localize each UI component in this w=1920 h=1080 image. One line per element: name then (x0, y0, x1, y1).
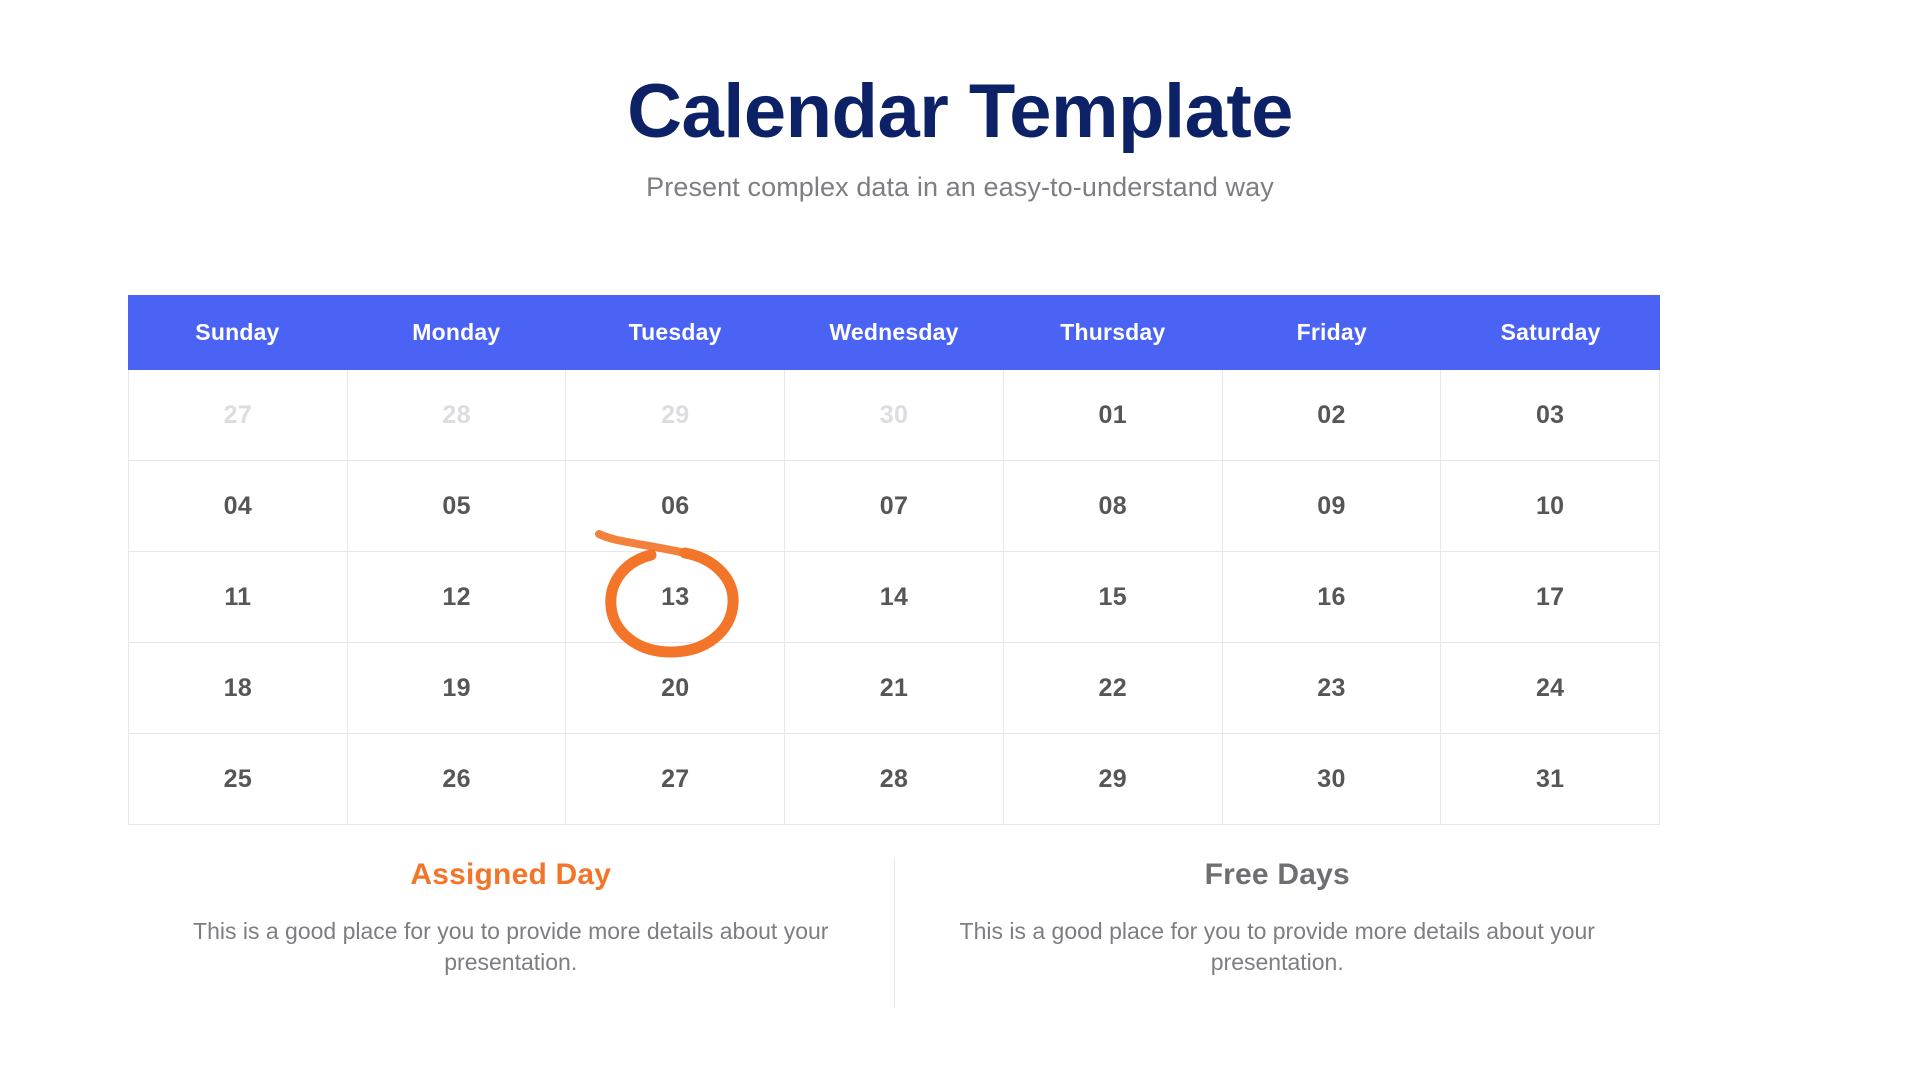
calendar-day-cell[interactable]: 21 (785, 643, 1004, 734)
calendar-week-row: 27 28 29 30 01 02 03 (129, 370, 1661, 461)
legend-divider (893, 858, 895, 1008)
calendar-day-number: 18 (223, 673, 253, 702)
calendar-day-number: 08 (1098, 491, 1127, 520)
weekday-header-sunday: Sunday (195, 319, 280, 345)
weekday-header-wednesday: Wednesday (829, 319, 959, 345)
page-subtitle: Present complex data in an easy-to-under… (646, 171, 1274, 202)
calendar-day-number: 06 (661, 491, 690, 520)
legend-item-text: This is a good place for you to provide … (959, 918, 1595, 976)
calendar-day-number: 28 (879, 764, 909, 793)
slide-header: Calendar Template Present complex data i… (0, 72, 1920, 203)
calendar-day-number: 14 (879, 582, 909, 611)
calendar-week-row: 18 19 20 21 22 23 24 (129, 643, 1661, 734)
calendar-body: 27 28 29 30 01 02 03 04 05 06 07 08 09 10 11 12 13 14 15 16… (128, 370, 1661, 825)
calendar-day-cell[interactable]: 24 (1441, 643, 1661, 734)
calendar-day-cell[interactable]: 08 (1003, 461, 1223, 552)
calendar-day-number: 17 (1535, 582, 1565, 611)
weekday-header-friday: Friday (1296, 319, 1367, 345)
calendar-day-number: 04 (223, 491, 253, 520)
calendar-day-cell[interactable]: 02 (1222, 370, 1442, 461)
calendar-day-number: 24 (1535, 673, 1565, 702)
calendar-day-number: 22 (1098, 673, 1127, 702)
calendar-day-number: 30 (879, 400, 909, 429)
calendar-day-cell[interactable]: 12 (347, 552, 567, 643)
calendar-day-cell[interactable]: 18 (129, 643, 348, 734)
calendar-day-cell[interactable]: 25 (129, 734, 348, 825)
calendar-day-number: 16 (1317, 582, 1346, 611)
weekday-header-saturday: Saturday (1500, 319, 1601, 345)
calendar-day-cell[interactable]: 05 (347, 461, 567, 552)
calendar-day-number: 20 (661, 673, 690, 702)
calendar-day-number: 12 (442, 582, 471, 611)
calendar-day-number: 13 (661, 582, 690, 611)
calendar-day-number: 27 (223, 400, 253, 429)
calendar-day-number: 29 (661, 400, 690, 429)
weekday-header-tuesday: Tuesday (628, 319, 722, 345)
calendar-day-cell[interactable]: 23 (1222, 643, 1442, 734)
legend-item-text: This is a good place for you to provide … (193, 918, 829, 976)
weekday-header-monday: Monday (412, 319, 501, 345)
calendar-week-row: 11 12 13 14 15 16 17 (129, 530, 1661, 658)
legend-item-title: Free Days (1204, 858, 1350, 891)
calendar-day-number: 05 (442, 491, 471, 520)
legend: Assigned Day This is a good place for you… (128, 858, 1660, 1008)
calendar-day-cell-selected[interactable]: 13 (566, 530, 786, 658)
calendar-day-number: 26 (442, 764, 471, 793)
calendar-day-cell[interactable]: 01 (1003, 370, 1223, 461)
calendar-day-cell[interactable]: 04 (129, 461, 348, 552)
calendar-day-number: 28 (442, 400, 471, 429)
calendar-day-number: 30 (1317, 764, 1346, 793)
calendar-day-cell[interactable]: 29 (1003, 734, 1223, 825)
calendar-day-number: 07 (879, 491, 909, 520)
calendar-day-cell[interactable]: 31 (1441, 734, 1661, 825)
calendar-day-cell[interactable]: 15 (1003, 552, 1223, 643)
calendar-day-number: 01 (1098, 400, 1127, 429)
calendar-day-cell[interactable]: 03 (1441, 370, 1661, 461)
calendar-day-number: 11 (224, 582, 252, 611)
calendar-day-number: 25 (223, 764, 253, 793)
calendar-day-number: 19 (442, 673, 471, 702)
calendar-day-number: 02 (1317, 400, 1346, 429)
calendar-day-cell[interactable]: 14 (785, 552, 1004, 643)
legend-item-title: Assigned Day (410, 858, 612, 891)
calendar-day-cell[interactable]: 30 (1222, 734, 1442, 825)
calendar-day-cell[interactable]: 30 (785, 370, 1004, 461)
calendar-day-number: 23 (1317, 673, 1346, 702)
calendar-day-cell[interactable]: 11 (129, 552, 348, 643)
calendar-day-cell[interactable]: 22 (1003, 643, 1223, 734)
calendar-weekday-header-row: Sunday Monday Tuesday Wednesday Thursday Frid… (128, 295, 1660, 370)
calendar-day-number: 15 (1098, 582, 1127, 611)
calendar-table: Sunday Monday Tuesday Wednesday Thursday Frid… (128, 295, 1661, 825)
weekday-header-thursday: Thursday (1060, 319, 1166, 345)
calendar-day-number: 03 (1535, 400, 1565, 429)
calendar-day-cell[interactable]: 20 (566, 643, 786, 734)
legend-item: Assigned Day This is a good place for you… (128, 858, 894, 1008)
calendar-day-cell[interactable]: 09 (1222, 461, 1442, 552)
calendar-day-number: 10 (1535, 491, 1565, 520)
calendar-day-cell[interactable]: 06 (566, 461, 786, 552)
calendar-day-number: 09 (1317, 491, 1346, 520)
calendar-day-number: 27 (661, 764, 690, 793)
calendar-day-cell[interactable]: 07 (785, 461, 1004, 552)
calendar-day-number: 29 (1098, 764, 1127, 793)
calendar-day-cell[interactable]: 27 (566, 734, 786, 825)
calendar-day-cell[interactable]: 19 (347, 643, 567, 734)
page-title: Calendar Template (627, 69, 1293, 154)
calendar-day-cell[interactable]: 27 (129, 370, 348, 461)
calendar-day-number: 31 (1535, 764, 1565, 793)
calendar-day-cell[interactable]: 29 (566, 370, 786, 461)
legend-item: Free Days This is a good place for you to… (895, 858, 1661, 1008)
calendar-day-cell[interactable]: 17 (1441, 552, 1661, 643)
calendar-day-cell[interactable]: 28 (785, 734, 1004, 825)
calendar-day-cell[interactable]: 28 (347, 370, 567, 461)
calendar-day-cell[interactable]: 16 (1222, 552, 1442, 643)
calendar-day-cell[interactable]: 26 (347, 734, 567, 825)
calendar-day-number: 21 (879, 673, 909, 702)
calendar-week-row: 04 05 06 07 08 09 10 (129, 461, 1661, 552)
calendar-week-row: 25 26 27 28 29 30 31 (129, 734, 1661, 825)
calendar-day-cell[interactable]: 10 (1441, 461, 1661, 552)
